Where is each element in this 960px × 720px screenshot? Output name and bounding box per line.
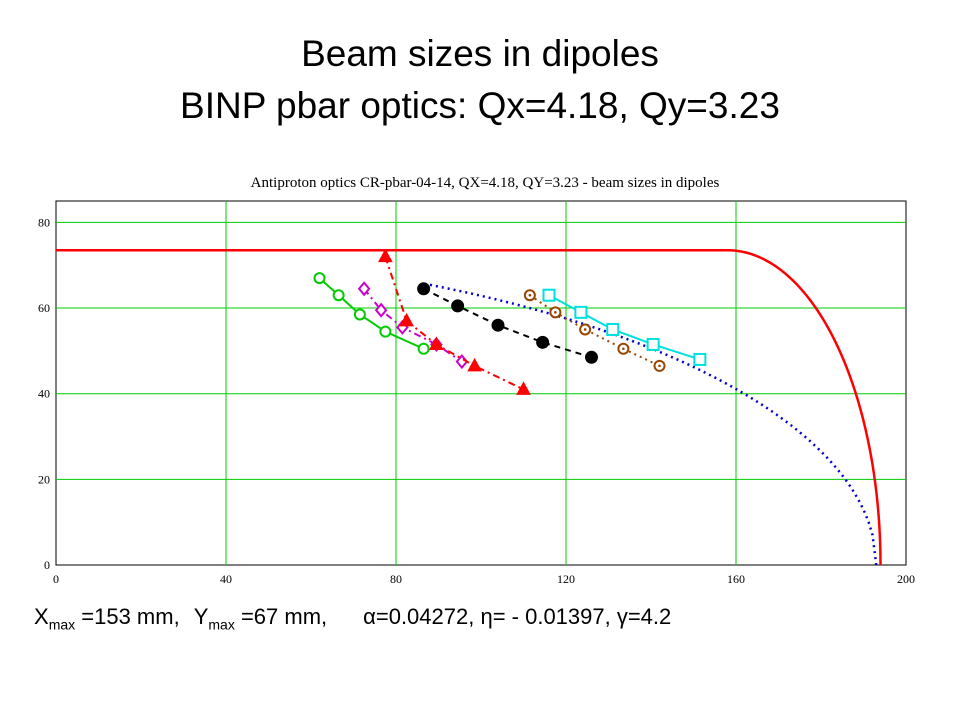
data-point <box>523 289 536 302</box>
data-series <box>313 248 707 395</box>
xmax-label: Xmax =153 mm, <box>34 604 180 633</box>
data-point <box>451 299 465 313</box>
caption: Xmax =153 mm, Ymax =67 mm, α=0.04272, η= -… <box>34 604 954 632</box>
plot-area <box>55 200 907 566</box>
data-point <box>542 288 556 302</box>
grid <box>56 201 906 565</box>
series-green <box>313 272 430 355</box>
data-point <box>357 281 371 297</box>
slide-title-line2: BINP pbar optics: Qx=4.18, Qy=3.23 <box>180 85 780 126</box>
data-point <box>467 357 482 372</box>
data-point <box>417 282 431 296</box>
series-cyan <box>542 288 707 366</box>
data-point <box>585 350 598 364</box>
data-point-dot <box>583 328 587 331</box>
data-point <box>417 342 430 355</box>
series-line <box>529 294 660 367</box>
data-point <box>313 272 326 285</box>
series-brown <box>523 289 666 372</box>
data-point <box>429 336 444 350</box>
data-point <box>378 248 393 263</box>
y-tick-label: 60 <box>38 301 50 315</box>
x-tick-label: 160 <box>727 572 745 586</box>
data-point <box>549 306 562 319</box>
series-black <box>417 282 598 364</box>
data-point <box>606 322 620 336</box>
slide-title-line1: Beam sizes in dipoles <box>301 33 659 74</box>
data-point <box>574 305 588 319</box>
ymax-label: Ymax =67 mm, <box>193 604 328 633</box>
y-tick-label: 20 <box>38 472 50 486</box>
data-point <box>646 337 660 351</box>
data-point <box>693 352 707 366</box>
axis-tick-labels: 0 40 80 120 160 200 0 20 40 60 80 <box>38 215 915 586</box>
y-tick-label: 0 <box>44 558 50 572</box>
data-point-dot <box>554 311 557 314</box>
x-tick-label: 200 <box>897 572 915 586</box>
data-point-dot <box>658 364 661 368</box>
data-point <box>516 381 531 395</box>
data-point <box>399 312 414 327</box>
data-point <box>653 359 666 372</box>
data-point-dot <box>528 293 532 297</box>
data-point <box>491 318 505 332</box>
x-tick-label: 0 <box>53 572 59 586</box>
x-tick-label: 80 <box>390 572 402 586</box>
aperture-curves <box>56 248 882 566</box>
chart: Antiproton optics CR-pbar-04-14, QX=4.18… <box>38 175 915 586</box>
data-point <box>353 308 366 321</box>
x-tick-label: 120 <box>557 572 575 586</box>
x-tick-label: 40 <box>220 572 232 586</box>
optics-params: α=0.04272, η= - 0.01397, γ=4.2 <box>363 604 672 629</box>
data-point-dot <box>622 347 625 351</box>
data-point <box>579 323 592 336</box>
series-red <box>378 248 531 395</box>
y-tick-label: 80 <box>38 215 50 229</box>
aperture-solid-curve <box>56 248 882 566</box>
slide-title: Beam sizes in dipoles BINP pbar optics: … <box>0 28 960 132</box>
chart-title: Antiproton optics CR-pbar-04-14, QX=4.18… <box>251 175 720 191</box>
data-point <box>332 289 345 302</box>
data-point <box>617 342 630 355</box>
y-tick-label: 40 <box>38 387 50 401</box>
data-point <box>374 302 388 318</box>
data-point <box>536 335 550 349</box>
data-point <box>379 325 392 338</box>
